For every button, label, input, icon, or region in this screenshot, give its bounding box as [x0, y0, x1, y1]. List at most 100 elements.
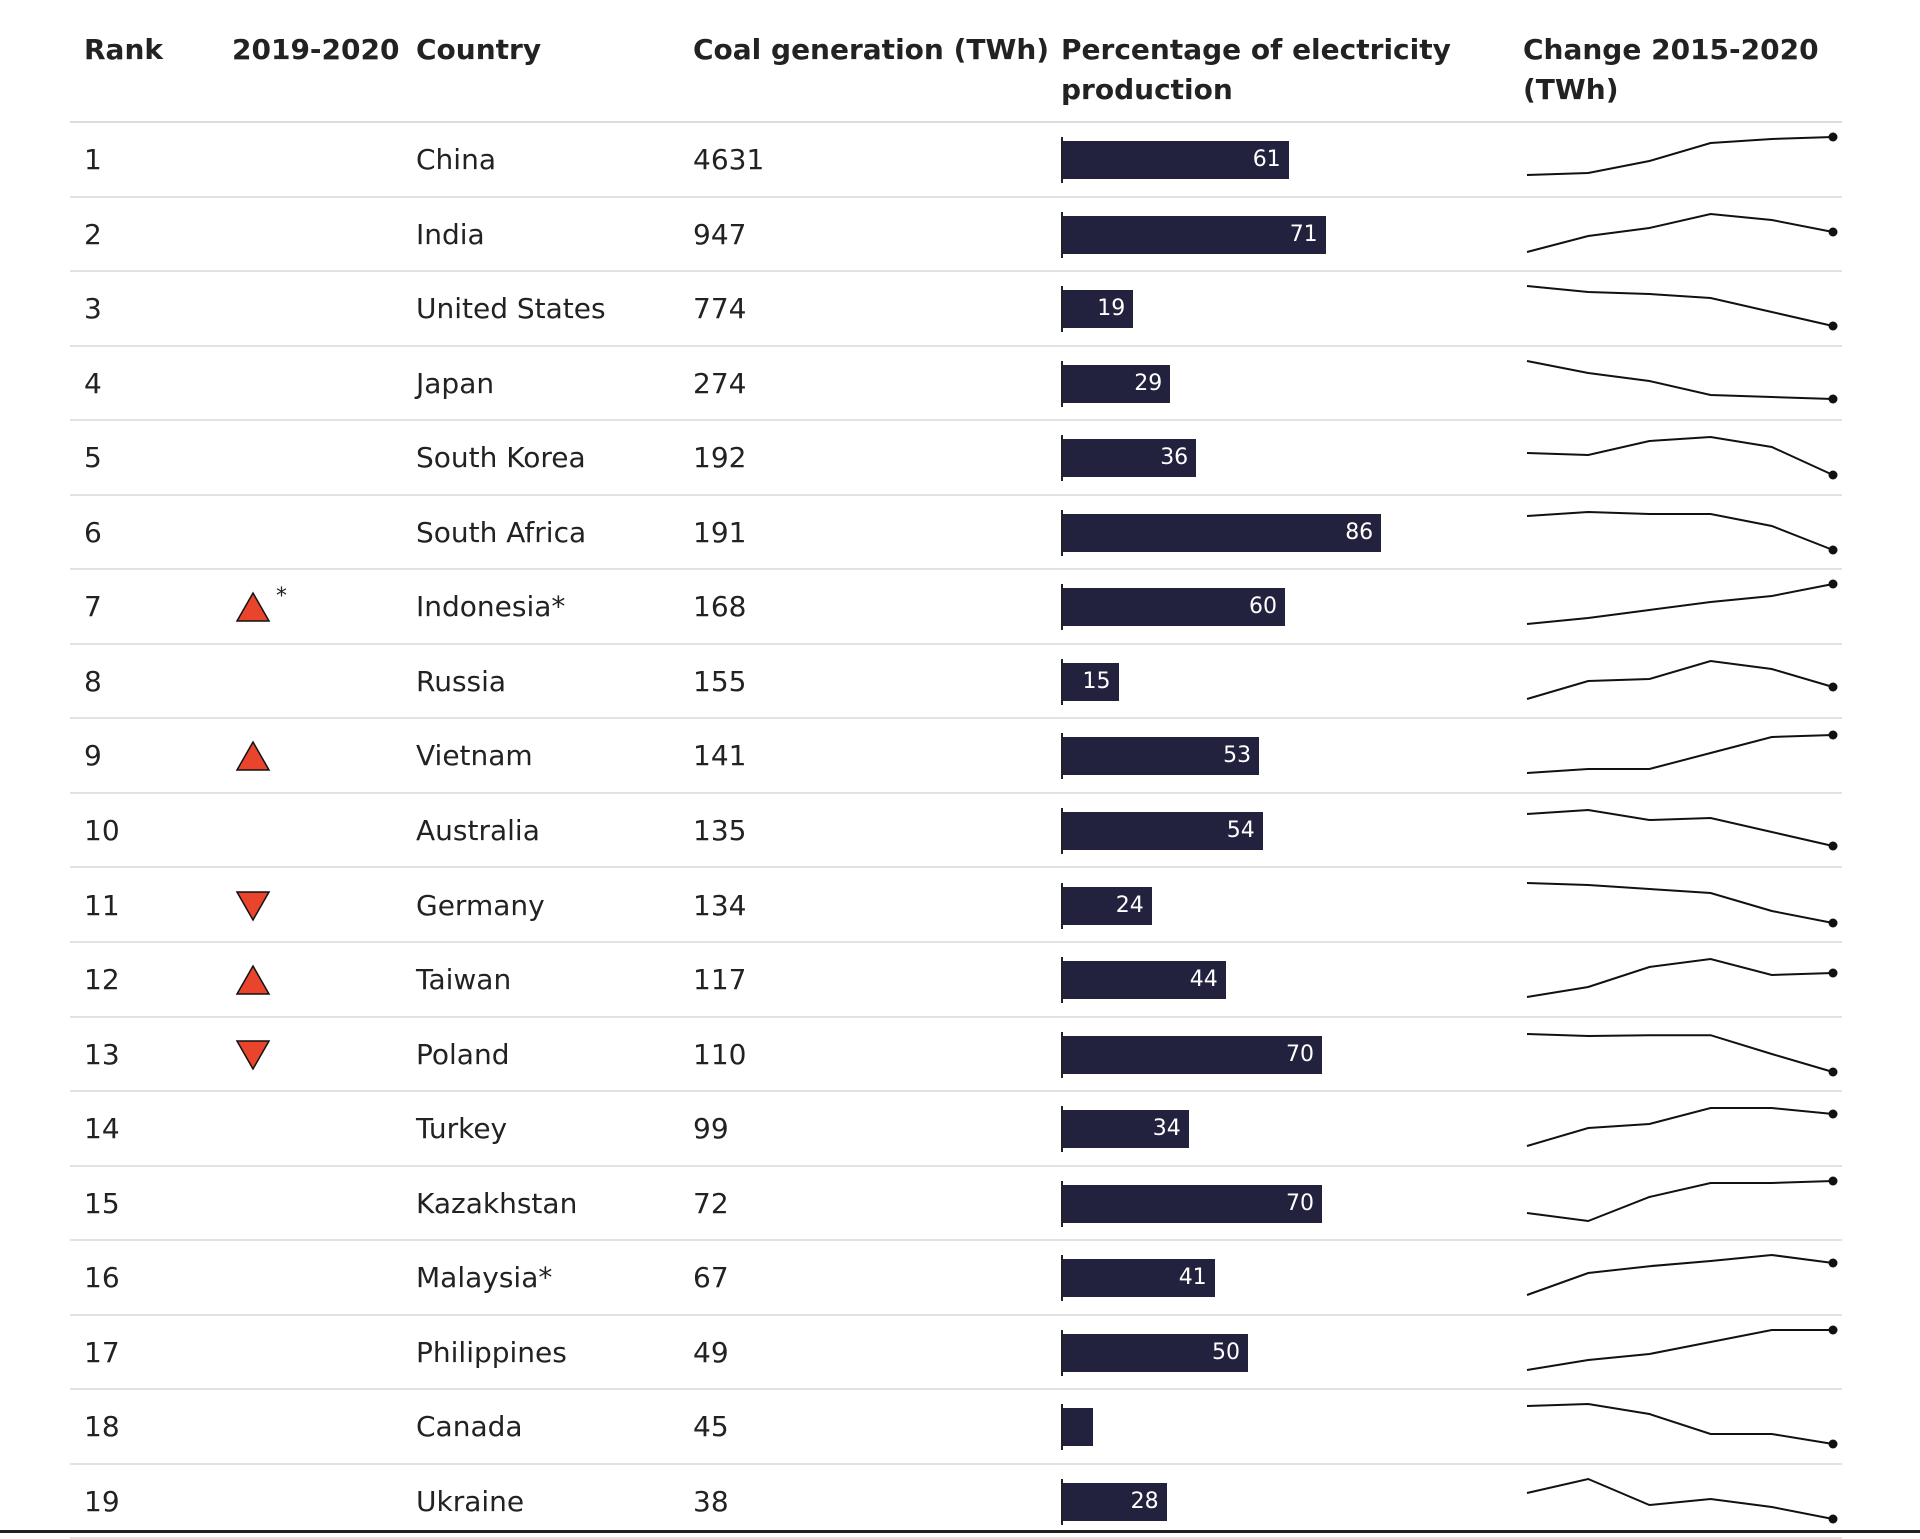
pct-bar: 44	[1063, 961, 1226, 1000]
bar-axis	[1061, 882, 1063, 929]
rank-cell: 13	[84, 1037, 120, 1071]
country-cell: Indonesia*	[416, 590, 566, 624]
trend-line	[1526, 1254, 1834, 1297]
pct-bar: 19	[1063, 290, 1134, 329]
rank-cell: 15	[84, 1186, 120, 1220]
header-divider	[70, 121, 1842, 123]
coal-cell: 774	[693, 292, 747, 326]
rank-cell: 12	[84, 963, 120, 997]
bar-axis	[1061, 1329, 1063, 1376]
table-row: 14 Turkey 99 34	[70, 1092, 1842, 1167]
bar-axis	[1061, 1255, 1063, 1302]
trend-end-dot	[1828, 1514, 1838, 1524]
table-row: 18 Canada 45	[70, 1390, 1842, 1465]
country-cell: Germany	[416, 888, 545, 922]
rank-cell: 11	[84, 888, 120, 922]
rank-cell: 1	[84, 143, 102, 176]
header-coal: Coal generation (TWh)	[693, 33, 1050, 66]
table-row: 5 South Korea 192 36	[70, 421, 1842, 496]
trend-sparkline	[1526, 436, 1838, 480]
pct-bar: 70	[1063, 1184, 1322, 1223]
header-rank: Rank	[84, 33, 164, 66]
trend-line	[1526, 359, 1834, 400]
pct-bar: 24	[1063, 886, 1152, 925]
trend-end-dot	[1828, 1109, 1838, 1119]
header-trend: Change 2015-2020 (TWh)	[1523, 30, 1819, 110]
trend-end-dot	[1828, 682, 1838, 692]
trend-sparkline	[1526, 1325, 1838, 1371]
header-trend-line2: (TWh)	[1523, 73, 1619, 106]
coal-cell: 99	[693, 1112, 729, 1146]
trend-line	[1526, 1032, 1834, 1073]
trend-sparkline	[1526, 958, 1838, 999]
country-cell: Turkey	[416, 1112, 508, 1146]
table-row: 8 Russia 155 15	[70, 645, 1842, 720]
trend-sparkline	[1526, 1107, 1838, 1148]
country-cell: Kazakhstan	[416, 1186, 578, 1220]
trend-line	[1526, 734, 1834, 775]
bar-axis	[1061, 658, 1063, 705]
rank-cell: 4	[84, 366, 102, 400]
trend-end-dot	[1828, 918, 1838, 927]
country-cell: South Korea	[416, 441, 586, 475]
country-cell: United States	[416, 292, 606, 326]
footnote-star: *	[276, 584, 287, 610]
trend-line	[1526, 659, 1834, 700]
decrease-triangle-icon	[235, 1039, 271, 1071]
bar-axis	[1061, 1478, 1063, 1525]
trend-end-dot	[1828, 968, 1838, 978]
trend-line	[1526, 510, 1834, 551]
country-cell: India	[416, 217, 485, 251]
country-cell: Vietnam	[416, 739, 533, 773]
pct-bar: 60	[1063, 588, 1285, 627]
country-cell: Russia	[416, 664, 507, 698]
table-row: 3 United States 774 19	[70, 272, 1842, 347]
trend-line	[1526, 285, 1834, 328]
trend-line	[1526, 1403, 1834, 1446]
country-cell: Taiwan	[416, 963, 512, 997]
coal-cell: 134	[693, 888, 747, 922]
table-row: 13 Poland 110 70	[70, 1018, 1842, 1093]
trend-line	[1526, 136, 1834, 176]
trend-end-dot	[1828, 132, 1838, 142]
bar-axis	[1061, 733, 1063, 780]
increase-triangle-icon	[235, 740, 271, 772]
pct-bar: 15	[1063, 662, 1119, 701]
coal-cell: 38	[693, 1484, 729, 1518]
increase-triangle-icon	[235, 964, 271, 995]
country-cell: China	[416, 143, 496, 176]
trend-sparkline	[1526, 285, 1838, 331]
trend-sparkline	[1526, 1032, 1838, 1077]
bar-axis	[1061, 435, 1063, 482]
country-cell: Malaysia*	[416, 1261, 553, 1295]
rank-cell: 16	[84, 1261, 120, 1295]
coal-cell: 49	[693, 1335, 729, 1369]
bar-axis	[1061, 957, 1063, 1004]
trend-line	[1526, 212, 1834, 253]
table-row: 4 Japan 274 29	[70, 347, 1842, 422]
table-row: 11 Germany 134 24	[70, 869, 1842, 943]
increase-triangle-icon	[235, 591, 271, 623]
bar-axis	[1061, 1031, 1063, 1078]
country-cell: Canada	[416, 1410, 523, 1444]
trend-sparkline	[1526, 1254, 1838, 1297]
pct-bar: 50	[1063, 1333, 1248, 1372]
trend-end-dot	[1828, 545, 1838, 555]
table-row: 15 Kazakhstan 72 70	[70, 1167, 1842, 1242]
trend-sparkline	[1526, 510, 1838, 555]
trend-line	[1526, 881, 1834, 924]
bar-axis	[1061, 584, 1063, 631]
header-country: Country	[416, 33, 542, 66]
pct-bar: 53	[1063, 737, 1260, 776]
country-cell: Australia	[416, 813, 540, 847]
coal-cell: 117	[693, 963, 747, 997]
pct-bar: 70	[1063, 1035, 1322, 1074]
pct-bar: 41	[1063, 1259, 1215, 1298]
rank-cell: 8	[84, 664, 102, 698]
rank-cell: 18	[84, 1410, 120, 1444]
bottom-border	[0, 1530, 1920, 1533]
trend-end-dot	[1828, 841, 1838, 851]
trend-end-dot	[1828, 1176, 1838, 1186]
rank-cell: 10	[84, 813, 120, 847]
rank-cell: 7	[84, 590, 102, 624]
